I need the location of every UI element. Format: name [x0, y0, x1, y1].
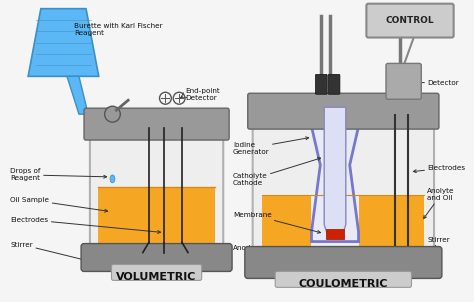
Polygon shape — [109, 115, 117, 122]
FancyBboxPatch shape — [253, 115, 434, 275]
FancyBboxPatch shape — [326, 229, 344, 239]
Polygon shape — [110, 115, 114, 137]
FancyBboxPatch shape — [315, 74, 327, 94]
Text: Iodine
Generator: Iodine Generator — [233, 137, 309, 155]
Text: Burette with Karl Fischer
Reagent: Burette with Karl Fischer Reagent — [74, 23, 163, 36]
FancyBboxPatch shape — [98, 187, 215, 249]
FancyBboxPatch shape — [84, 108, 229, 140]
Text: COULOMETRIC: COULOMETRIC — [298, 279, 388, 289]
Text: VOLUMETRIC: VOLUMETRIC — [117, 272, 197, 282]
Ellipse shape — [110, 175, 115, 183]
FancyBboxPatch shape — [245, 246, 442, 278]
FancyBboxPatch shape — [81, 244, 232, 271]
FancyBboxPatch shape — [366, 4, 454, 37]
FancyBboxPatch shape — [275, 271, 411, 288]
Polygon shape — [28, 9, 99, 76]
Text: CONTROL: CONTROL — [385, 16, 434, 25]
Polygon shape — [310, 102, 359, 242]
Text: Oil Sample: Oil Sample — [10, 197, 108, 212]
FancyBboxPatch shape — [90, 126, 223, 268]
Polygon shape — [67, 76, 88, 114]
Text: Electrodes: Electrodes — [10, 217, 161, 233]
FancyBboxPatch shape — [248, 93, 439, 129]
Text: Membrane: Membrane — [233, 212, 320, 233]
FancyBboxPatch shape — [328, 74, 340, 94]
FancyBboxPatch shape — [263, 195, 311, 249]
Text: Catholyte
Cathode: Catholyte Cathode — [233, 158, 320, 186]
Text: Electrodes: Electrodes — [413, 165, 465, 173]
Text: Stirrer: Stirrer — [421, 236, 450, 274]
Text: End-point
Detector: End-point Detector — [185, 88, 220, 101]
Text: Detector: Detector — [392, 80, 459, 86]
FancyBboxPatch shape — [386, 63, 421, 99]
Polygon shape — [324, 107, 346, 236]
Text: Anode: Anode — [233, 245, 259, 257]
Circle shape — [105, 106, 120, 122]
FancyBboxPatch shape — [358, 195, 424, 249]
Text: Drops of
Reagent: Drops of Reagent — [10, 169, 107, 182]
Text: Anolyte
and Oil: Anolyte and Oil — [424, 188, 455, 219]
Text: Stirrer: Stirrer — [10, 242, 119, 269]
FancyBboxPatch shape — [111, 265, 201, 280]
